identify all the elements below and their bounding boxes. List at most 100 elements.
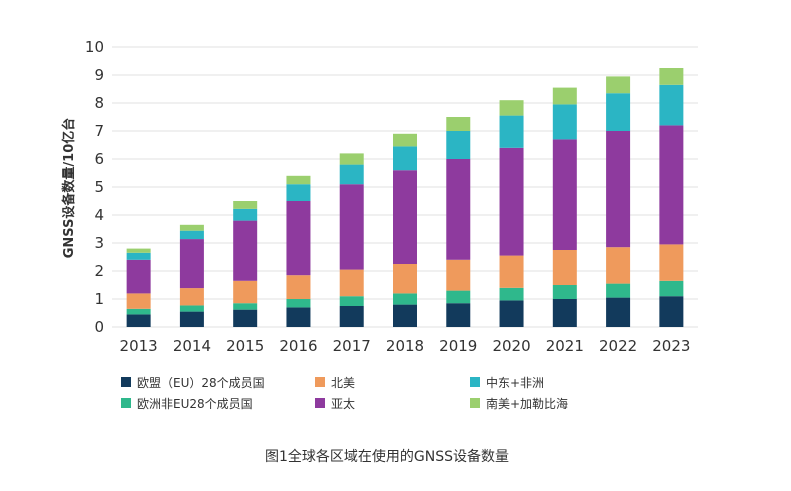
y-tick-label: 8 [94,94,104,112]
bar-segment [339,164,364,185]
bar-segment [233,309,258,327]
legend-swatch [315,377,325,387]
bar-segment [126,308,151,315]
bar-segment [126,314,151,327]
bar-segment [606,247,631,284]
bar-segment [606,131,631,248]
y-tick-label: 7 [94,122,104,140]
bar-segment [499,287,524,301]
legend-swatch [121,398,131,408]
x-tick-label: 2017 [333,337,371,355]
legend-label: 亚太 [331,396,355,411]
legend-swatch [121,377,131,387]
bar-segment [126,259,151,294]
x-tick-label: 2016 [279,337,317,355]
bar-segment [339,184,364,270]
bar-segment [606,93,631,131]
bar-segment [286,201,311,276]
bar-segment [179,305,204,312]
y-tick-label: 1 [94,290,104,308]
bar-segment [393,264,417,294]
bar-segment [499,115,524,148]
x-tick-label: 2022 [599,337,637,355]
legend-label: 欧洲非EU28个成员国 [137,397,253,411]
y-tick-label: 6 [94,150,104,168]
x-tick-label: 2013 [120,337,158,355]
bar-segment [179,311,204,327]
bar-segment [126,252,151,260]
y-tick-label: 0 [94,318,104,336]
x-axis-ticks: 2013 2014 2015 2016 2017 2018 2019 2020 2021 2022… [120,337,691,355]
bar-segment [446,117,471,131]
legend-label: 中东+非洲 [486,375,544,390]
x-tick-label: 2020 [492,337,530,355]
bar-segment [286,275,311,299]
bar-segment [233,201,258,209]
bar-segment [179,230,204,240]
bar-segment [552,104,577,140]
bar-segment [552,250,577,285]
bar-segment [233,303,258,310]
bar-segment [446,290,471,304]
bar-segment [286,299,311,308]
bar-segment [393,304,417,327]
bar-segment [233,208,258,221]
legend-label: 北美 [331,376,355,390]
y-tick-label: 10 [85,38,104,56]
bar-segment [552,285,577,299]
y-tick-label: 5 [94,178,104,196]
bar-segment [286,184,311,201]
bar-segment [446,303,471,327]
figure-caption: 图1全球各区域在使用的GNSS设备数量 [265,448,509,465]
bar-segment [393,170,417,264]
bar-segment [659,84,684,126]
y-tick-label: 2 [94,262,104,280]
y-tick-label: 3 [94,234,104,252]
bar-segment [126,248,151,253]
bar-segment [552,139,577,250]
bar-segment [446,131,471,159]
bar-segment [446,259,471,291]
bar-segment [126,293,151,309]
legend-swatch [470,377,480,387]
bar-segment [552,299,577,327]
bar-segment [393,293,417,305]
bar-segment [499,100,524,116]
bar-segment [179,239,204,289]
legend-label: 南美+加勒比海 [486,396,568,411]
bar-segment [393,133,417,147]
legend-swatch [470,398,480,408]
bar-segment [499,300,524,327]
bars [126,68,684,327]
bar-segment [339,153,364,165]
bar-segment [179,288,204,306]
bar-segment [446,159,471,260]
bar-segment [179,224,204,231]
bar-segment [233,280,258,304]
bar-segment [286,307,311,327]
legend-label: 欧盟（EU）28个成员国 [137,376,265,390]
legend-swatch [315,398,325,408]
bar-segment [606,283,631,298]
x-tick-label: 2021 [546,337,584,355]
bar-segment [659,125,684,245]
bar-segment [499,255,524,288]
bar-segment [606,76,631,94]
bar-segment [339,296,364,306]
y-axis-ticks: 0 1 2 3 4 5 6 7 8 9 10 [85,38,104,336]
bar-segment [659,244,684,281]
bar-segment [499,147,524,256]
x-tick-label: 2019 [439,337,477,355]
bar-segment [233,220,258,281]
y-tick-label: 9 [94,66,104,84]
bar-segment [286,175,311,185]
bar-segment [339,306,364,327]
bar-segment [659,296,684,327]
bar-segment [606,297,631,327]
bar-segment [552,87,577,105]
x-tick-label: 2015 [226,337,264,355]
x-tick-label: 2014 [173,337,211,355]
